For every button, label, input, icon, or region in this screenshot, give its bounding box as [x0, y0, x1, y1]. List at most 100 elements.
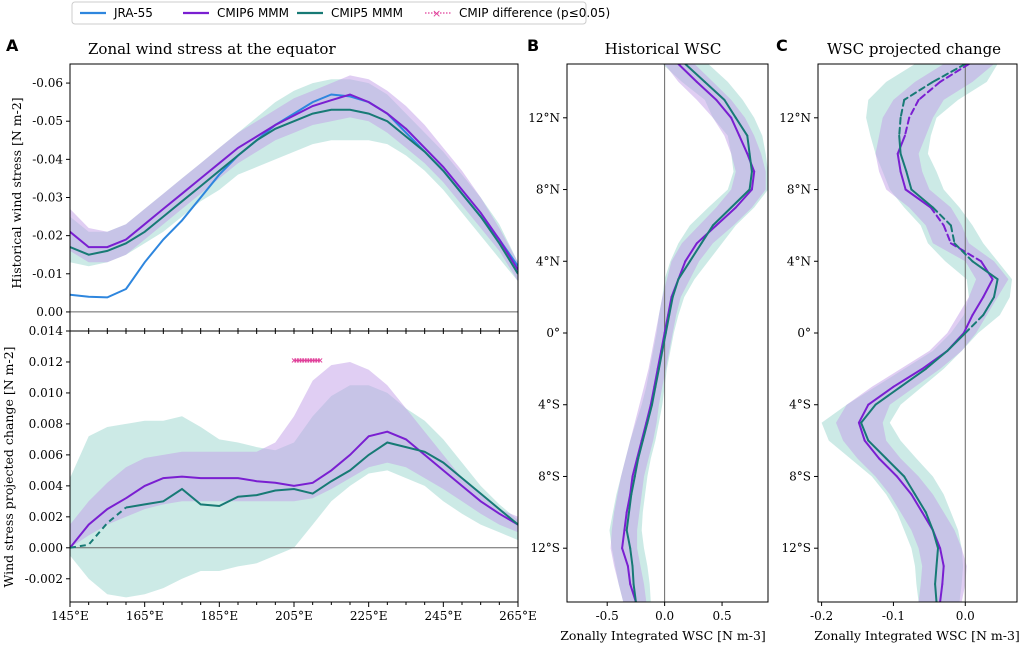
C-series-cmip5-segment [946, 332, 967, 352]
C-series-cmip5-segment [931, 206, 952, 227]
c-xlabel: Zonally Integrated WSC [N m-3] [814, 628, 1020, 643]
B-series-cmip5-segment [651, 385, 657, 406]
C-band-cmip6 [836, 64, 1009, 602]
A_top-data [70, 75, 518, 313]
B-series-cmip5-segment [734, 116, 749, 137]
panel-c-plot: 12°N 8°N 4°N 0° 4°S 8°S 12°S -0.2 -0.1 0.0 [779, 63, 1018, 623]
C-data [821, 64, 1012, 602]
B-series-cmip5-segment [646, 403, 653, 424]
B-ytick-label: 12°N [528, 111, 560, 125]
B-ytick-label: 8°N [536, 183, 560, 197]
panel-letter-b: B [527, 36, 539, 55]
C-series-cmip5-segment [953, 242, 974, 263]
B-series-cmip6-segment [645, 403, 652, 424]
C-xtick-label: 0.0 [956, 609, 975, 623]
C-series-cmip5-segment [924, 349, 949, 370]
B-series-cmip5-segment [654, 367, 660, 388]
a-top-ylabel: Historical wind stress [N m-2] [9, 97, 24, 288]
B-series-cmip5-segment [632, 583, 637, 602]
B-series-cmip6-segment [730, 116, 741, 137]
B-series-cmip5-segment [746, 134, 751, 155]
C-ytick-label: 4°N [787, 254, 811, 268]
B-series-cmip6-segment [640, 421, 648, 442]
A_bottom-series-cmip5-dashed [70, 506, 127, 549]
C-series-cmip6-segment [904, 188, 932, 209]
A_bottom-xtick-label: 225°E [350, 609, 388, 623]
C-series-cmip6-segment [942, 224, 952, 245]
B-series-cmip5-segment [657, 349, 664, 370]
A_bottom-ytick-label: 0.008 [29, 417, 63, 431]
a-bottom-ylabel: Wind stress projected change [N m-2] [1, 346, 16, 587]
A_top-ytick-label: -0.05 [32, 114, 63, 128]
B-ytick-label: 4°N [536, 254, 560, 268]
legend-box [71, 1, 587, 25]
B-series-cmip5-segment [625, 529, 632, 550]
B-series-cmip5-segment [684, 64, 706, 83]
C-series-cmip6-segment [939, 64, 970, 83]
C-series-cmip6-segment [878, 457, 898, 478]
C-series-cmip6-segment [857, 403, 870, 424]
B-series-cmip5-segment [637, 439, 644, 460]
A_bottom-series-cmip5 [125, 441, 518, 526]
B-series-cmip6-segment [663, 314, 670, 334]
C-series-cmip5-segment [899, 367, 927, 388]
legend: JRA-55 CMIP6 MMM CMIP5 MMM × CMIP differ… [71, 1, 610, 25]
C-series-cmip5-segment [899, 152, 908, 173]
B-series-cmip5-segment [711, 206, 733, 227]
B-series-cmip5-segment [628, 493, 633, 514]
C-series-cmip6-segment [899, 170, 907, 191]
C-series-cmip6-segment [939, 583, 944, 602]
C-series-cmip6-segment [929, 206, 945, 227]
B-xtick-label: 0.5 [713, 609, 732, 623]
B-series-cmip6-segment [734, 188, 753, 209]
C-series-cmip6-segment [908, 98, 920, 119]
B-series-cmip5-segment [703, 80, 726, 101]
A_top-ytick-label: -0.04 [32, 152, 63, 166]
B-ytick-label: 4°S [538, 398, 560, 412]
C-series-cmip5-segment [993, 278, 999, 299]
C-series-cmip5-segment [931, 529, 939, 550]
C-series-cmip6-segment [962, 314, 974, 334]
C-series-cmip6-segment [980, 260, 994, 281]
C-series-cmip5-segment [935, 547, 939, 568]
B-series-cmip6-segment [636, 439, 643, 460]
A_bottom-xtick-label: 185°E [200, 609, 238, 623]
panel-b-plot: 12°N 8°N 4°N 0° 4°S 8°S 12°S -0.5 0.0 0.5 [528, 63, 769, 623]
B-series-cmip5-segment [723, 98, 737, 119]
C-series-cmip6-segment [949, 242, 983, 263]
A_bottom-ytick-label: 0.006 [29, 448, 63, 462]
B-series-cmip5-segment [661, 332, 667, 352]
A_top-ytick-label: 0.00 [36, 305, 63, 319]
B-series-cmip6-segment [715, 206, 737, 227]
C-series-cmip6-segment [892, 367, 924, 388]
C-series-cmip6-segment [867, 385, 895, 406]
A_bottom-ytick-label: 0.004 [29, 479, 64, 493]
B-series-cmip5-segment [631, 565, 635, 586]
A_bottom-xtick-label: 205°E [275, 609, 313, 623]
C-series-cmip5-segment [898, 134, 902, 155]
A_bottom-xtick-label: 245°E [424, 609, 462, 623]
B-series-cmip5-segment [633, 457, 640, 478]
C-ytick-label: 12°N [779, 111, 811, 125]
panel-c-title: WSC projected change [827, 40, 1001, 58]
C-xtick-label: -0.1 [882, 609, 905, 623]
C-series-cmip6-segment [903, 116, 911, 137]
legend-jra-label: JRA-55 [113, 6, 153, 20]
C-series-cmip6-segment [917, 80, 942, 101]
legend-diff-marker: × [432, 7, 441, 20]
A_top-ytick-label: -0.06 [32, 76, 63, 90]
B-series-cmip5-segment [629, 547, 634, 568]
A_top-ytick-label: -0.02 [32, 229, 63, 243]
B-series-cmip6-segment [738, 134, 749, 155]
C-ytick-label: 12°S [782, 541, 812, 555]
A_bottom-ytick-label: 0.000 [29, 541, 63, 555]
A_bottom-data [70, 358, 518, 598]
C-series-cmip5-segment [903, 80, 934, 101]
panel-a-top-plot: -0.06 -0.05 -0.04 -0.03 -0.02 -0.01 0.00 [32, 63, 519, 334]
A_bottom-xtick-label: 145°E [51, 609, 89, 623]
panel-letter-a: A [6, 36, 19, 55]
B-series-cmip5-segment [688, 242, 703, 263]
C-series-cmip6-segment [896, 134, 906, 155]
A_bottom-ytick-label: -0.002 [25, 572, 63, 586]
C-series-cmip5-segment [885, 457, 906, 478]
